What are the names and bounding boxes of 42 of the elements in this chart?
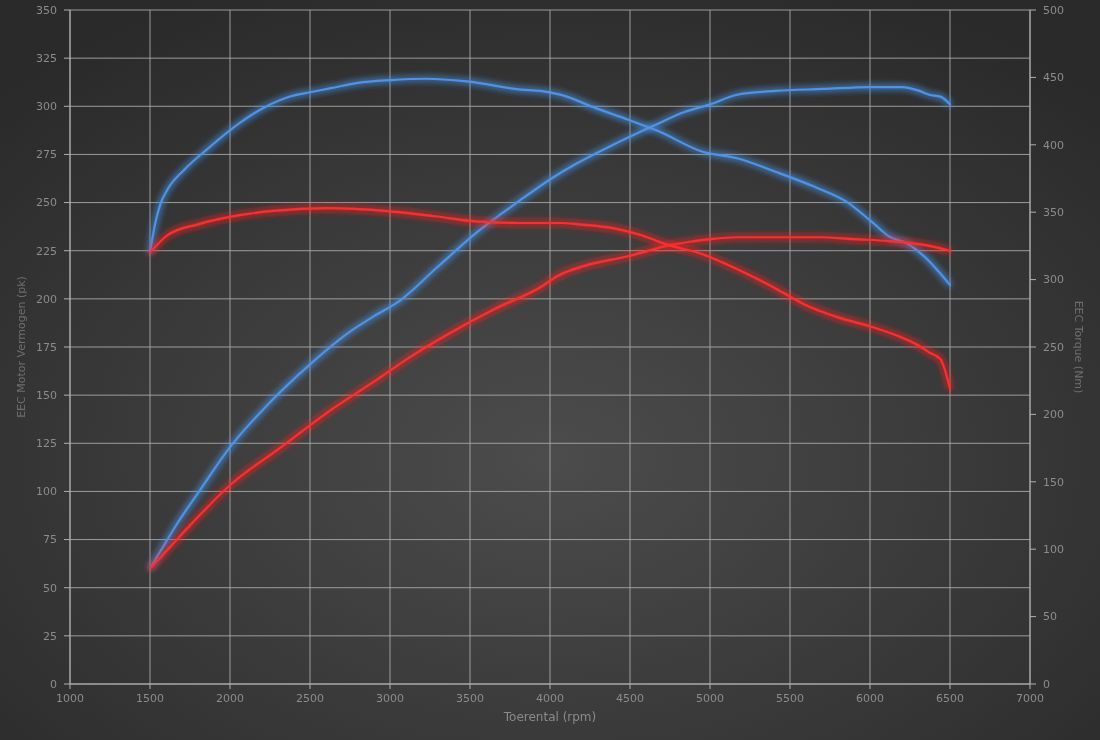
y-tick-label: 250 xyxy=(36,196,57,210)
x-tick-label: 6000 xyxy=(856,692,884,705)
y2-tick-label: 450 xyxy=(1043,71,1064,85)
x-tick-label: 2500 xyxy=(296,692,324,705)
y-tick-label: 125 xyxy=(36,437,57,451)
y2-tick-label: 200 xyxy=(1043,408,1064,422)
y-tick-label: 275 xyxy=(36,148,57,162)
x-tick-label: 3500 xyxy=(456,692,484,705)
x-tick-label: 5000 xyxy=(696,692,724,705)
y-tick-label: 300 xyxy=(36,100,57,114)
x-tick-label: 6500 xyxy=(936,692,964,705)
y2-tick-label: 250 xyxy=(1043,340,1064,354)
y2-tick-label: 150 xyxy=(1043,475,1064,489)
y2-tick-label: 300 xyxy=(1043,273,1064,287)
y2-tick-label: 100 xyxy=(1043,543,1064,557)
y2-tick-label: 50 xyxy=(1043,610,1057,624)
y2-tick-label: 500 xyxy=(1043,3,1064,17)
y-tick-label: 150 xyxy=(36,388,57,402)
y2-axis-title: EEC Torque (Nm) xyxy=(1072,300,1085,394)
y-tick-label: 50 xyxy=(43,581,57,595)
x-tick-label: 1000 xyxy=(56,692,84,705)
x-tick-label: 1500 xyxy=(136,692,164,705)
y-tick-label: 100 xyxy=(36,485,57,499)
x-tick-label: 7000 xyxy=(1016,692,1044,705)
y-tick-label: 200 xyxy=(36,292,57,306)
y-tick-label: 0 xyxy=(50,677,57,691)
x-tick-label: 3000 xyxy=(376,692,404,705)
y-tick-label: 225 xyxy=(36,244,57,258)
y-tick-label: 25 xyxy=(43,629,57,643)
y2-tick-label: 400 xyxy=(1043,138,1064,152)
y-tick-label: 350 xyxy=(36,3,57,17)
x-axis-title: Toerental (rpm) xyxy=(502,710,597,724)
y-tick-label: 175 xyxy=(36,340,57,354)
x-tick-label: 5500 xyxy=(776,692,804,705)
y-tick-label: 325 xyxy=(36,51,57,65)
y-tick-label: 75 xyxy=(43,533,57,547)
x-tick-label: 4000 xyxy=(536,692,564,705)
x-tick-label: 2000 xyxy=(216,692,244,705)
x-tick-label: 4500 xyxy=(616,692,644,705)
y2-tick-label: 0 xyxy=(1043,677,1050,691)
y-axis-title: EEC Motor Vermogen (pk) xyxy=(15,276,28,418)
y2-tick-label: 350 xyxy=(1043,206,1064,220)
